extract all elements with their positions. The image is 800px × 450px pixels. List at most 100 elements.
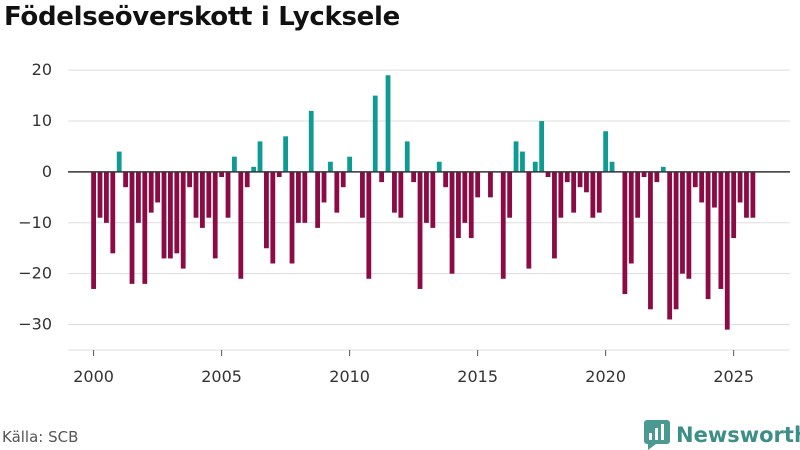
bar-negative xyxy=(462,171,468,223)
bar-positive xyxy=(328,161,333,172)
bar-negative xyxy=(468,171,474,239)
brand-name: Newsworthy xyxy=(676,423,800,447)
bar-negative xyxy=(545,171,551,178)
bar-negative xyxy=(424,171,429,223)
bar-negative xyxy=(667,171,673,320)
bar-negative xyxy=(161,171,167,259)
x-tick-label: 2010 xyxy=(329,367,370,386)
bar-positive xyxy=(520,151,525,172)
bar-negative xyxy=(321,171,327,203)
bar-negative xyxy=(264,171,269,249)
bar-positive xyxy=(609,161,615,172)
bar-negative xyxy=(97,171,103,218)
bar-negative xyxy=(744,171,749,218)
bar-negative xyxy=(571,171,577,213)
bar-negative xyxy=(136,171,141,223)
bar-positive xyxy=(660,166,666,172)
bar-negative xyxy=(718,171,724,289)
bar-negative xyxy=(91,171,96,289)
bar-negative xyxy=(654,171,660,183)
bar-negative xyxy=(456,171,461,239)
bar-positive xyxy=(308,110,314,172)
bar-negative xyxy=(737,171,743,203)
bar-negative xyxy=(340,171,346,188)
bar-negative xyxy=(673,171,679,310)
bar-negative xyxy=(392,171,397,213)
bar-positive xyxy=(603,131,609,172)
bar-negative xyxy=(315,171,321,228)
x-tick-label: 2000 xyxy=(73,367,114,386)
bar-positive xyxy=(347,156,353,172)
bar-negative xyxy=(417,171,423,289)
bar-negative xyxy=(724,171,730,330)
bar-negative xyxy=(712,171,717,208)
bar-positive xyxy=(283,136,289,172)
y-tick-label: 0 xyxy=(42,162,52,181)
bar-negative xyxy=(596,171,602,213)
bar-negative xyxy=(110,171,116,254)
bar-negative xyxy=(289,171,295,264)
bar-positive xyxy=(116,151,122,172)
y-tick-label: 10 xyxy=(32,111,52,130)
bar-negative xyxy=(430,171,436,228)
bar-negative xyxy=(148,171,154,213)
bar-negative xyxy=(360,171,365,218)
bar-negative xyxy=(411,171,417,183)
bar-negative xyxy=(180,171,186,269)
bar-negative xyxy=(488,171,493,198)
bar-negative xyxy=(526,171,532,269)
bar-negative xyxy=(750,171,756,218)
bar-negative xyxy=(641,171,647,178)
bar-positive xyxy=(372,95,378,172)
bar-negative xyxy=(270,171,276,264)
bar-negative xyxy=(244,171,250,188)
bar-negative xyxy=(507,171,513,218)
bar-negative xyxy=(686,171,692,279)
y-tick-label: −20 xyxy=(18,264,52,283)
bar-negative xyxy=(628,171,634,264)
bar-negative xyxy=(212,171,218,259)
bar-negative xyxy=(692,171,698,188)
y-tick-label: −10 xyxy=(18,213,52,232)
bar-negative xyxy=(334,171,340,213)
bar-negative xyxy=(398,171,404,218)
bar-negative xyxy=(680,171,685,274)
x-tick-label: 2020 xyxy=(585,367,626,386)
bar-positive xyxy=(232,156,237,172)
bar-negative xyxy=(699,171,705,203)
bar-positive xyxy=(257,141,263,172)
bar-negative xyxy=(206,171,212,218)
bar-positive xyxy=(436,161,442,172)
bar-negative xyxy=(366,171,372,279)
bar-negative xyxy=(475,171,481,198)
bar-negative xyxy=(142,171,148,284)
bar-negative xyxy=(379,171,385,183)
x-tick-label: 2015 xyxy=(457,367,498,386)
bar-negative xyxy=(443,171,449,188)
bar-positive xyxy=(251,166,257,172)
bar-negative xyxy=(238,171,244,279)
brand-logo: Newsworthy xyxy=(644,420,800,450)
bar-negative xyxy=(500,171,506,279)
bar-negative xyxy=(635,171,641,218)
bar-negative xyxy=(225,171,231,218)
bar-negative xyxy=(449,171,455,274)
bar-positive xyxy=(532,161,538,172)
bar-positive xyxy=(385,75,391,172)
bar-negative xyxy=(276,171,282,178)
bars xyxy=(91,75,756,330)
x-tick-label: 2025 xyxy=(713,367,754,386)
y-tick-label: −30 xyxy=(18,315,52,334)
bar-negative xyxy=(296,171,301,223)
bar-negative xyxy=(219,171,225,178)
bar-negative xyxy=(731,171,737,239)
bar-negative xyxy=(200,171,205,228)
bar-positive xyxy=(539,121,545,172)
bar-negative xyxy=(584,171,589,193)
source-note: Källa: SCB xyxy=(2,428,79,446)
bar-positive xyxy=(404,141,410,172)
y-tick-label: 20 xyxy=(32,60,52,79)
bar-negative xyxy=(622,171,628,295)
